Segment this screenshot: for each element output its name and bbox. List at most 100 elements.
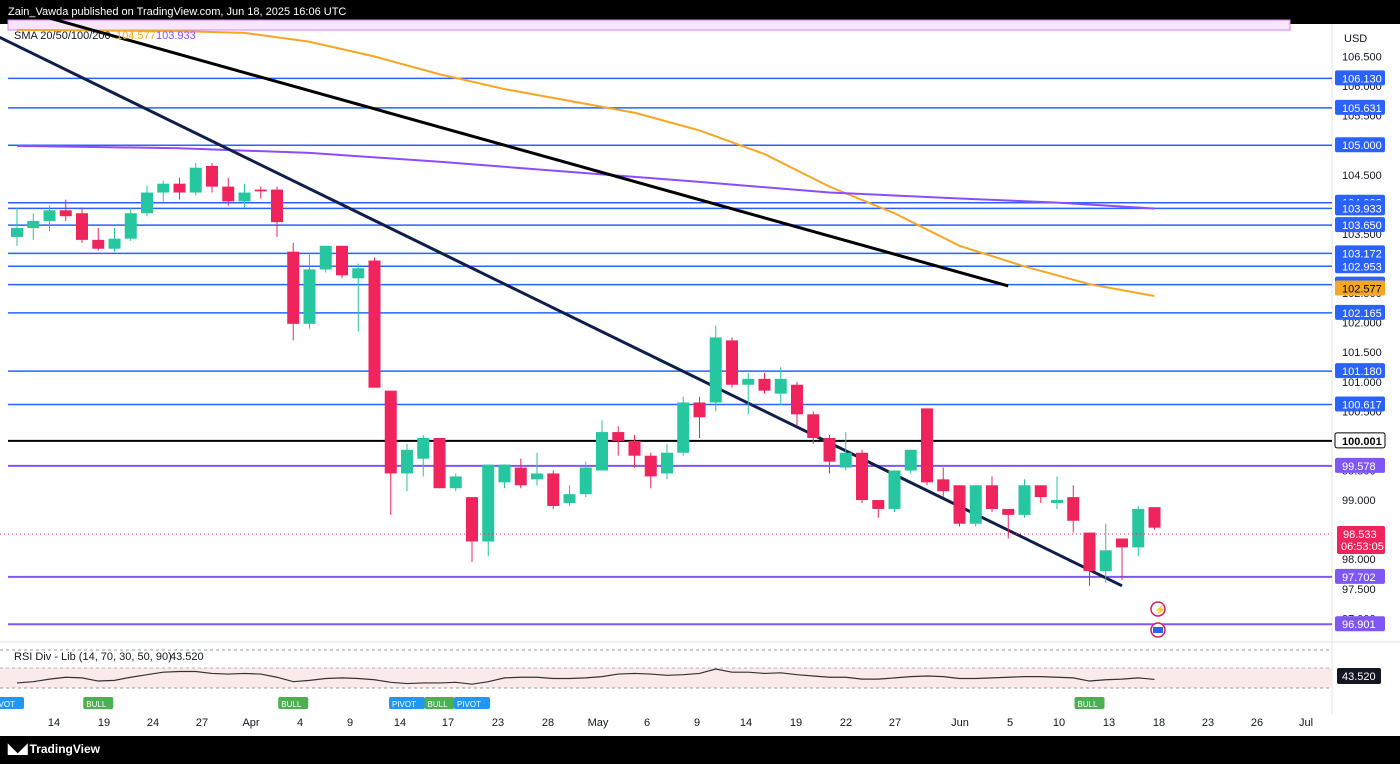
candle-body-63 [1034,485,1047,498]
rsi-marker-5: BULL [1078,700,1099,709]
level-label-bg-10 [1335,304,1385,320]
date-tick-14: 14 [740,717,752,729]
last-price-bg [1337,526,1385,554]
date-tick-6: 9 [347,717,353,729]
rsi-pane: BULL BULL PIVOT BULL PIVOT BULL PIVOT [0,649,1332,709]
rsi-value-bg [1337,668,1381,684]
rsi-marker-bg-2 [389,697,425,709]
price-tick-18: 97.500 [1342,584,1376,596]
moving-averages [16,28,1155,298]
level-label-bg-9 [1335,280,1385,296]
candle-body-25 [417,437,430,459]
candle-body-15 [254,189,267,192]
currency-label[interactable]: USD [1344,33,1367,45]
level-label-1: 105.631 [1342,103,1382,115]
level-label-11: 101.180 [1342,366,1382,378]
candle-body-68 [1116,538,1128,548]
candle-body-30 [498,464,511,483]
rsi-marker-bg-4 [454,697,490,709]
candle-body-17 [287,251,300,324]
date-tick-7: 14 [394,717,406,729]
date-tick-23: 23 [1202,717,1214,729]
rsi-legend[interactable]: RSI Div - Lib (14, 70, 30, 50, 90) [14,651,172,663]
level-label-6: 103.172 [1342,248,1382,260]
candle-body-57 [937,479,950,492]
candle-body-35 [579,467,592,495]
candle-body-39 [644,455,657,477]
candle-body-19 [319,245,332,270]
rsi-band [0,668,1332,688]
date-tick-24: 26 [1251,717,1263,729]
candle-body-31 [514,467,527,486]
date-tick-2: 24 [147,717,159,729]
candle-body-3 [59,210,72,217]
candle-body-24 [401,449,413,474]
level-label-5: 103.650 [1342,220,1382,232]
date-tick-19: 5 [1007,717,1013,729]
date-tick-21: 13 [1103,717,1115,729]
countdown-label: 06:53:05 [1341,541,1384,553]
indicator-legend[interactable]: SMA 20/50/100/200 [14,30,111,42]
date-tick-9: 23 [492,717,504,729]
brand-name: TradingView [29,741,101,756]
candle-body-65 [1067,497,1080,521]
candle-body-42 [693,402,706,418]
level-label-bg-12 [1335,396,1385,412]
candle-body-37 [612,432,625,441]
price-tick-15: 99.000 [1342,495,1376,507]
candle-body-34 [563,494,576,504]
trendline-0 [0,35,1123,588]
candle-body-45 [742,378,755,385]
event-icons[interactable]: ⚡ [1150,601,1166,638]
rsi-value-label: 43.520 [1342,671,1376,683]
date-tick-3: 27 [196,717,208,729]
price-tick-10: 101.500 [1342,347,1382,359]
date-axis-bg [0,714,1400,736]
lightning-glyph: ⚡ [1154,603,1166,616]
candle-body-55 [904,449,917,471]
date-axis: 14 19 24 27 Apr 4 9 14 17 23 28 May 6 9 14 19 22 27 Jun 5 10… [0,714,1400,736]
rsi-marker-bg-1 [278,697,309,709]
rsi-value-badge: 43.520 [1337,668,1381,684]
candle-body-53 [872,500,885,509]
price-tick-0: 106.500 [1342,52,1382,64]
date-tick-11: May [588,717,609,729]
date-tick-1: 19 [98,717,110,729]
candle-body-60 [986,485,998,509]
candle-body-23 [384,390,397,474]
candles [11,162,1161,586]
candle-body-21 [352,268,365,279]
candle-body-70 [1148,507,1161,528]
candle-body-47 [774,378,787,394]
candle-body-54 [888,470,901,509]
candle-body-50 [823,437,836,462]
sma-purple-line [16,144,1155,210]
candle-body-12 [206,165,218,187]
candle-body-41 [677,402,690,453]
date-tick-0: 14 [48,717,60,729]
candle-body-18 [303,269,316,324]
level-label-bg-4 [1335,200,1385,216]
candle-body-52 [856,452,868,501]
level-label-9: 102.577 [1342,284,1382,296]
plot-background [0,24,1332,714]
lightning-icon[interactable] [1150,601,1166,617]
date-tick-16: 22 [840,717,852,729]
level-label-bg-0 [1335,70,1385,86]
candle-body-4 [76,213,88,240]
footer-brand[interactable]: ◣◢ TradingView [8,740,100,757]
level-label-7: 102.953 [1342,261,1382,273]
date-tick-25: Jul [1299,717,1313,729]
sma-value-orange: 104.577 [116,30,156,42]
price-tick-4: 104.500 [1342,170,1382,182]
level-label-14: 99.578 [1342,461,1376,473]
level-label-12: 100.617 [1342,399,1382,411]
rsi-marker-bg-3 [424,697,455,709]
rsi-marker-1: BULL [281,700,302,709]
candle-body-44 [726,340,738,385]
candle-body-38 [628,440,641,456]
candle-body-51 [839,452,852,468]
candle-body-11 [189,167,202,193]
date-tick-12: 6 [644,717,650,729]
